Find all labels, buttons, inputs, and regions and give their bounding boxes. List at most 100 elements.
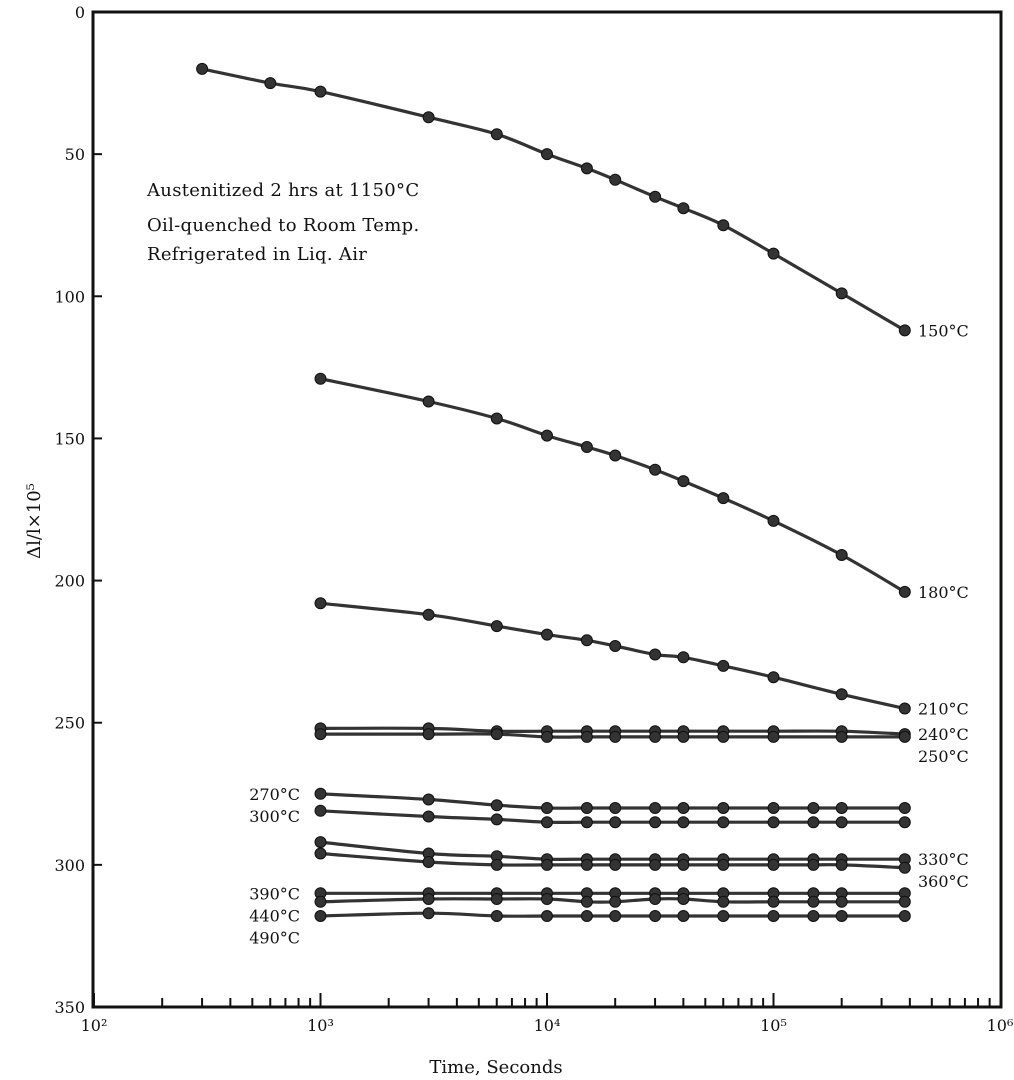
data-point — [717, 910, 730, 922]
data-point — [835, 816, 848, 829]
series-labels: 150°C 180°C 210°C 240°C 250°C 330°C 360°C 270°C… — [249, 321, 969, 947]
data-point — [580, 802, 593, 814]
x-tick-label: 10⁶ — [987, 1016, 1014, 1035]
data-point — [898, 585, 911, 598]
data-point — [677, 910, 690, 922]
data-point — [422, 111, 435, 124]
series-label: 150°C — [918, 321, 969, 340]
series-label: 490°C — [249, 928, 300, 947]
data-point — [314, 836, 327, 849]
x-axis: 10² 10³ 10⁴ 10⁵ 10⁶ — [81, 993, 1014, 1035]
data-point — [580, 895, 593, 908]
y-axis: 0 50 100 150 200 250 300 350 — [54, 3, 102, 1017]
data-point — [717, 659, 730, 672]
data-points — [196, 62, 911, 922]
x-tick-label: 10⁵ — [760, 1016, 787, 1035]
data-point — [835, 287, 848, 300]
data-point — [649, 910, 662, 922]
data-point — [422, 893, 435, 905]
annotation-line-1: Austenitized 2 hrs at 1150°C — [146, 180, 419, 201]
data-point — [490, 128, 503, 141]
data-point — [422, 810, 435, 823]
data-point — [609, 730, 622, 743]
data-point — [314, 597, 327, 610]
series-line — [318, 601, 907, 711]
data-point — [807, 858, 820, 871]
data-point — [677, 802, 690, 814]
series-label: 270°C — [249, 785, 300, 804]
data-point — [767, 514, 780, 527]
data-point — [807, 816, 820, 829]
data-point — [580, 441, 593, 453]
data-point — [490, 412, 503, 425]
data-point — [490, 799, 503, 812]
data-point — [580, 162, 593, 175]
series-label: 250°C — [918, 747, 969, 766]
data-point — [422, 793, 435, 806]
data-point — [314, 728, 327, 741]
data-point — [835, 910, 848, 922]
data-point — [649, 648, 662, 661]
data-point — [835, 895, 848, 908]
y-tick-label: 0 — [75, 3, 85, 22]
data-point — [541, 628, 553, 641]
y-tick-label: 200 — [54, 572, 85, 591]
data-point — [767, 671, 780, 684]
data-point — [314, 372, 327, 385]
data-point — [835, 802, 848, 814]
data-point — [898, 730, 911, 743]
data-point — [422, 728, 435, 741]
data-point — [835, 858, 848, 871]
x-tick-label: 10² — [81, 1016, 108, 1035]
data-point — [422, 395, 435, 408]
data-point — [609, 640, 622, 652]
data-point — [898, 816, 911, 829]
data-point — [717, 895, 730, 908]
data-point — [649, 858, 662, 871]
data-point — [314, 804, 327, 817]
data-point — [490, 813, 503, 826]
data-point — [609, 858, 622, 871]
data-point — [422, 856, 435, 868]
data-point — [677, 816, 690, 829]
series-label: 360°C — [918, 872, 969, 891]
data-point — [541, 730, 553, 743]
data-point — [807, 910, 820, 922]
y-tick-label: 100 — [54, 287, 85, 306]
data-point — [835, 730, 848, 743]
data-point — [898, 324, 911, 337]
data-point — [490, 620, 503, 633]
y-tick-label: 300 — [54, 856, 85, 875]
series-label: 180°C — [918, 583, 969, 602]
data-point — [898, 910, 911, 922]
y-tick-label: 150 — [54, 429, 85, 448]
data-point — [649, 730, 662, 743]
data-point — [490, 728, 503, 741]
data-point — [314, 787, 327, 800]
data-point — [807, 895, 820, 908]
data-point — [196, 62, 209, 75]
data-point — [609, 802, 622, 814]
data-point — [609, 449, 622, 462]
annotation-line-2: Oil-quenched to Room Temp. — [147, 215, 419, 236]
y-tick-label: 50 — [65, 145, 85, 164]
data-point — [649, 190, 662, 203]
data-point — [541, 893, 553, 905]
data-point — [422, 608, 435, 621]
data-point — [580, 730, 593, 743]
y-axis-title: Δl/l×10⁵ — [24, 483, 45, 559]
data-point — [677, 730, 690, 743]
data-point — [677, 651, 690, 664]
y-tick-label: 350 — [54, 998, 85, 1017]
data-point — [898, 802, 911, 814]
data-point — [649, 463, 662, 476]
data-point — [580, 816, 593, 829]
x-tick-label: 10³ — [307, 1016, 334, 1035]
series-label: 240°C — [918, 725, 969, 744]
data-point — [541, 429, 553, 442]
data-point — [580, 634, 593, 647]
data-point — [767, 730, 780, 743]
data-point — [490, 910, 503, 922]
data-point — [541, 910, 553, 922]
